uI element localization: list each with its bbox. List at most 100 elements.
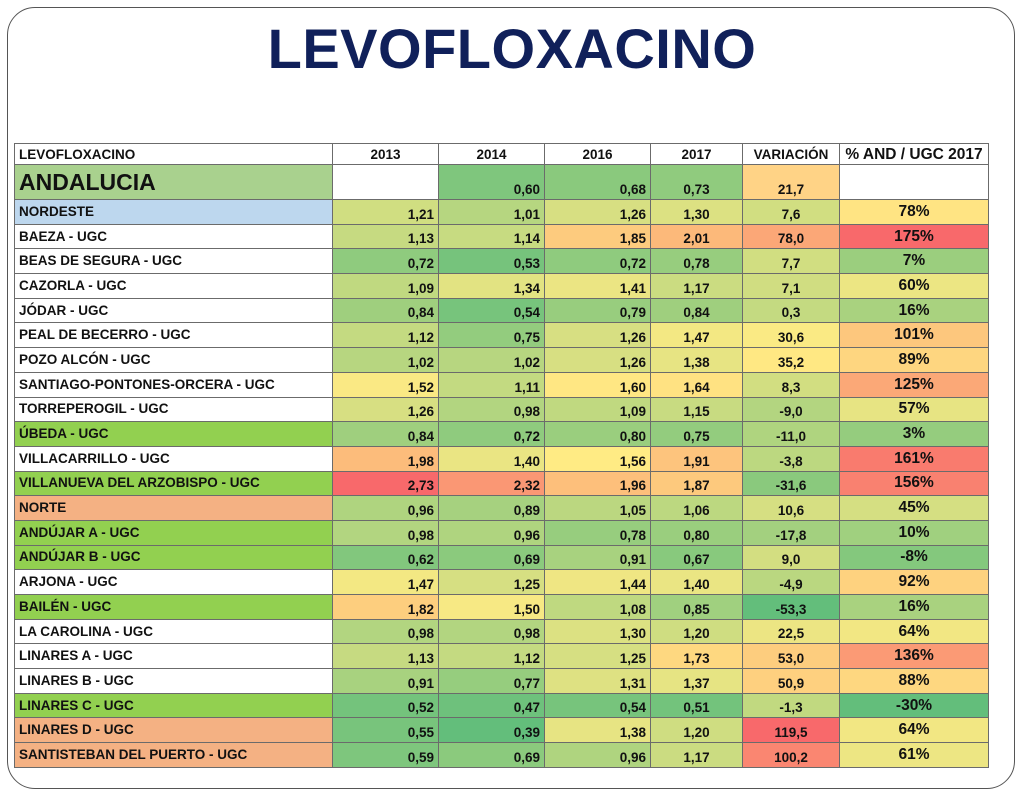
table-row: NORDESTE 1,21 1,01 1,26 1,30 7,6 78% — [14, 199, 989, 225]
value-cell: 1,01 — [438, 199, 545, 225]
value-cell: 0,98 — [332, 618, 439, 645]
value-cell: 0,79 — [544, 297, 651, 324]
value-cell: 1,30 — [650, 199, 743, 225]
row-label: BAEZA - UGC — [14, 223, 333, 250]
percent-cell: -8% — [839, 544, 989, 571]
value-cell: 1,47 — [332, 569, 439, 595]
value-cell: 1,17 — [650, 273, 743, 299]
variation-cell: 22,5 — [742, 618, 840, 645]
variation-cell: 9,0 — [742, 544, 840, 571]
value-cell: 0,62 — [332, 544, 439, 571]
value-cell: 0,78 — [544, 519, 651, 546]
row-label: CAZORLA - UGC — [14, 273, 333, 299]
row-label: LINARES A - UGC — [14, 643, 333, 670]
value-cell: 0,52 — [332, 692, 439, 719]
percent-cell: 3% — [839, 421, 989, 447]
variation-cell: -11,0 — [742, 421, 840, 447]
value-cell: 1,87 — [650, 470, 743, 497]
percent-cell: 78% — [839, 199, 989, 225]
column-header: 2013 — [332, 143, 439, 165]
value-cell: 1,96 — [544, 470, 651, 497]
row-label: NORTE — [14, 495, 333, 521]
value-cell: 0,98 — [438, 396, 545, 423]
column-header: % AND / UGC 2017 — [839, 143, 989, 165]
table-row: SANTISTEBAN DEL PUERTO - UGC 0,59 0,69 0,96… — [14, 742, 989, 768]
value-cell: 1,12 — [332, 322, 439, 349]
value-cell: 1,34 — [438, 273, 545, 299]
table-row: LINARES B - UGC 0,91 0,77 1,31 1,37 50,9 88% — [14, 668, 989, 694]
row-label: JÓDAR - UGC — [14, 297, 333, 324]
value-cell: 1,26 — [544, 347, 651, 373]
value-cell: 1,40 — [650, 569, 743, 595]
value-cell: 0,39 — [438, 717, 545, 744]
row-label: ANDÚJAR A - UGC — [14, 519, 333, 546]
value-cell: 0,60 — [438, 164, 545, 200]
value-cell: 1,13 — [332, 643, 439, 670]
variation-cell: 53,0 — [742, 643, 840, 670]
variation-cell: 8,3 — [742, 371, 840, 398]
value-cell: 1,50 — [438, 594, 545, 620]
row-label: BEAS DE SEGURA - UGC — [14, 248, 333, 275]
variation-cell: 35,2 — [742, 347, 840, 373]
table-row: NORTE 0,96 0,89 1,05 1,06 10,6 45% — [14, 495, 989, 521]
value-cell: 0,89 — [438, 495, 545, 521]
table-row: BAILÉN - UGC 1,82 1,50 1,08 0,85 -53,3 16% — [14, 594, 989, 620]
value-cell: 0,53 — [438, 248, 545, 275]
variation-cell: 7,1 — [742, 273, 840, 299]
row-label: ANDALUCIA — [14, 164, 333, 200]
value-cell: 1,21 — [332, 199, 439, 225]
variation-cell: -3,8 — [742, 445, 840, 472]
value-cell: 0,77 — [438, 668, 545, 694]
percent-cell: 10% — [839, 519, 989, 546]
percent-cell: 57% — [839, 396, 989, 423]
value-cell: 0,67 — [650, 544, 743, 571]
value-cell: 1,25 — [544, 643, 651, 670]
value-cell: 1,37 — [650, 668, 743, 694]
variation-cell: 10,6 — [742, 495, 840, 521]
value-cell: 0,69 — [438, 544, 545, 571]
value-cell: 1,82 — [332, 594, 439, 620]
variation-cell: 50,9 — [742, 668, 840, 694]
percent-cell: 45% — [839, 495, 989, 521]
value-cell: 1,06 — [650, 495, 743, 521]
table-row: VILLANUEVA DEL ARZOBISPO - UGC 2,73 2,32 1,… — [14, 470, 989, 497]
value-cell: 1,26 — [332, 396, 439, 423]
value-cell: 0,91 — [544, 544, 651, 571]
value-cell: 0,73 — [650, 164, 743, 200]
value-cell: 1,02 — [438, 347, 545, 373]
value-cell: 1,09 — [544, 396, 651, 423]
row-label: POZO ALCÓN - UGC — [14, 347, 333, 373]
value-cell: 0,84 — [650, 297, 743, 324]
percent-cell: -30% — [839, 692, 989, 719]
variation-cell: -31,6 — [742, 470, 840, 497]
value-cell: 0,72 — [544, 248, 651, 275]
variation-cell: -9,0 — [742, 396, 840, 423]
row-label: LINARES D - UGC — [14, 717, 333, 744]
value-cell: 0,91 — [332, 668, 439, 694]
variation-cell: -53,3 — [742, 594, 840, 620]
value-cell: 1,25 — [438, 569, 545, 595]
table-row: BAEZA - UGC 1,13 1,14 1,85 2,01 78,0 175% — [14, 223, 989, 250]
percent-cell: 101% — [839, 322, 989, 349]
value-cell: 1,38 — [544, 717, 651, 744]
table-row: LINARES C - UGC 0,52 0,47 0,54 0,51 -1,3 -30% — [14, 692, 989, 719]
value-cell: 0,51 — [650, 692, 743, 719]
value-cell: 1,41 — [544, 273, 651, 299]
value-cell: 0,80 — [544, 421, 651, 447]
table-row: LINARES A - UGC 1,13 1,12 1,25 1,73 53,0 136% — [14, 643, 989, 670]
value-cell: 1,52 — [332, 371, 439, 398]
variation-cell: 7,6 — [742, 199, 840, 225]
variation-cell: 30,6 — [742, 322, 840, 349]
value-cell: 1,31 — [544, 668, 651, 694]
table-header-row: LEVOFLOXACINO 2013 2014 2016 2017 VARIACIÓN% … — [14, 143, 989, 165]
percent-cell: 92% — [839, 569, 989, 595]
row-label: SANTIAGO-PONTONES-ORCERA - UGC — [14, 371, 333, 398]
table-row: PEAL DE BECERRO - UGC 1,12 0,75 1,26 1,47 30,… — [14, 322, 989, 349]
value-cell: 1,47 — [650, 322, 743, 349]
value-cell: 1,30 — [544, 618, 651, 645]
value-cell: 0,68 — [544, 164, 651, 200]
variation-cell: -17,8 — [742, 519, 840, 546]
value-cell: 1,26 — [544, 322, 651, 349]
table-row: POZO ALCÓN - UGC 1,02 1,02 1,26 1,38 35,2 89% — [14, 347, 989, 373]
percent-cell: 88% — [839, 668, 989, 694]
